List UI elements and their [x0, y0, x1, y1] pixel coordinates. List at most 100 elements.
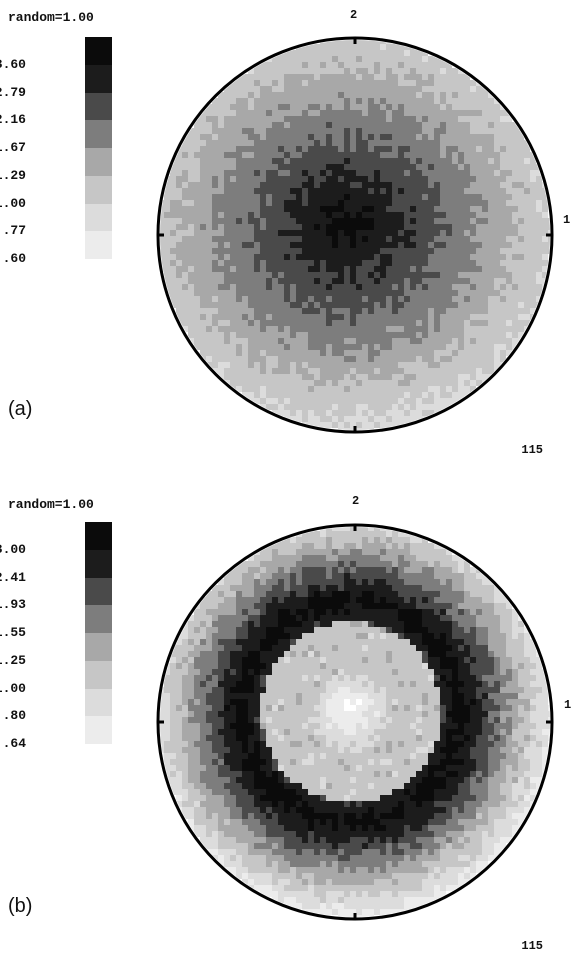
density-cell [416, 374, 422, 380]
density-cell [362, 356, 368, 362]
density-cell [542, 206, 548, 212]
density-cell [332, 170, 338, 176]
density-cell [260, 675, 266, 681]
density-cell [272, 74, 278, 80]
density-cell [476, 86, 482, 92]
density-cell [536, 284, 542, 290]
density-cell [488, 254, 494, 260]
density-cell [542, 254, 548, 260]
density-cell [386, 675, 392, 681]
density-cell [416, 567, 422, 573]
density-cell [398, 398, 404, 404]
density-cell [488, 621, 494, 627]
density-cell [188, 254, 194, 260]
density-cell [410, 579, 416, 585]
density-cell [176, 224, 182, 230]
density-cell [446, 116, 452, 122]
density-cell [452, 224, 458, 230]
density-cell [500, 272, 506, 278]
density-cell [290, 194, 296, 200]
density-cell [494, 206, 500, 212]
density-cell [476, 573, 482, 579]
density-cell [506, 128, 512, 134]
density-cell [428, 663, 434, 669]
density-cell [374, 116, 380, 122]
density-cell [254, 585, 260, 591]
density-cell [290, 543, 296, 549]
density-cell [290, 555, 296, 561]
density-cell [284, 314, 290, 320]
density-cell [212, 681, 218, 687]
density-cell [182, 230, 188, 236]
density-cell [272, 260, 278, 266]
density-cell [272, 603, 278, 609]
density-cell [236, 188, 242, 194]
density-cell [302, 104, 308, 110]
density-cell [182, 170, 188, 176]
density-cell [212, 200, 218, 206]
density-cell [314, 188, 320, 194]
density-cell [452, 242, 458, 248]
density-cell [494, 116, 500, 122]
density-cell [410, 633, 416, 639]
density-cell [362, 296, 368, 302]
density-cell [332, 128, 338, 134]
density-cell [416, 254, 422, 260]
density-cell [542, 218, 548, 224]
density-cell [320, 314, 326, 320]
density-cell [350, 527, 356, 531]
density-cell [194, 170, 200, 176]
density-cell [320, 326, 326, 332]
axis-label-2: 2 [350, 8, 358, 22]
density-cell [410, 242, 416, 248]
density-cell [350, 555, 356, 561]
density-cell [440, 675, 446, 681]
density-cell [176, 296, 182, 302]
density-cell [470, 92, 476, 98]
density-cell [218, 212, 224, 218]
density-cell [440, 386, 446, 392]
density-cell [416, 206, 422, 212]
density-cell [200, 218, 206, 224]
density-cell [458, 176, 464, 182]
density-cell [542, 260, 548, 266]
density-cell [230, 314, 236, 320]
density-cell [314, 104, 320, 110]
density-cell [488, 687, 494, 693]
density-cell [266, 242, 272, 248]
density-cell [452, 332, 458, 338]
density-cell [296, 567, 302, 573]
density-cell [206, 170, 212, 176]
density-cell [212, 597, 218, 603]
density-cell [356, 362, 362, 368]
density-cell [500, 615, 506, 621]
density-cell [224, 128, 230, 134]
density-cell [254, 254, 260, 260]
density-cell [338, 224, 344, 230]
density-cell [212, 621, 218, 627]
density-cell [188, 248, 194, 254]
density-cell [470, 86, 476, 92]
density-cell [338, 428, 344, 430]
density-cell [536, 272, 542, 278]
density-cell [338, 567, 344, 573]
density-cell [530, 194, 536, 200]
density-cell [452, 621, 458, 627]
density-cell [440, 639, 446, 645]
density-cell [494, 176, 500, 182]
density-cell [350, 296, 356, 302]
density-cell [320, 272, 326, 278]
density-cell [308, 134, 314, 140]
density-cell [398, 386, 404, 392]
density-cell [422, 549, 428, 555]
density-cell [392, 146, 398, 152]
density-cell [416, 639, 422, 645]
density-cell [296, 404, 302, 410]
density-cell [452, 633, 458, 639]
density-cell [284, 272, 290, 278]
density-cell [254, 314, 260, 320]
density-cell [458, 699, 464, 705]
density-cell [488, 338, 494, 344]
density-cell [254, 92, 260, 98]
density-cell [290, 591, 296, 597]
